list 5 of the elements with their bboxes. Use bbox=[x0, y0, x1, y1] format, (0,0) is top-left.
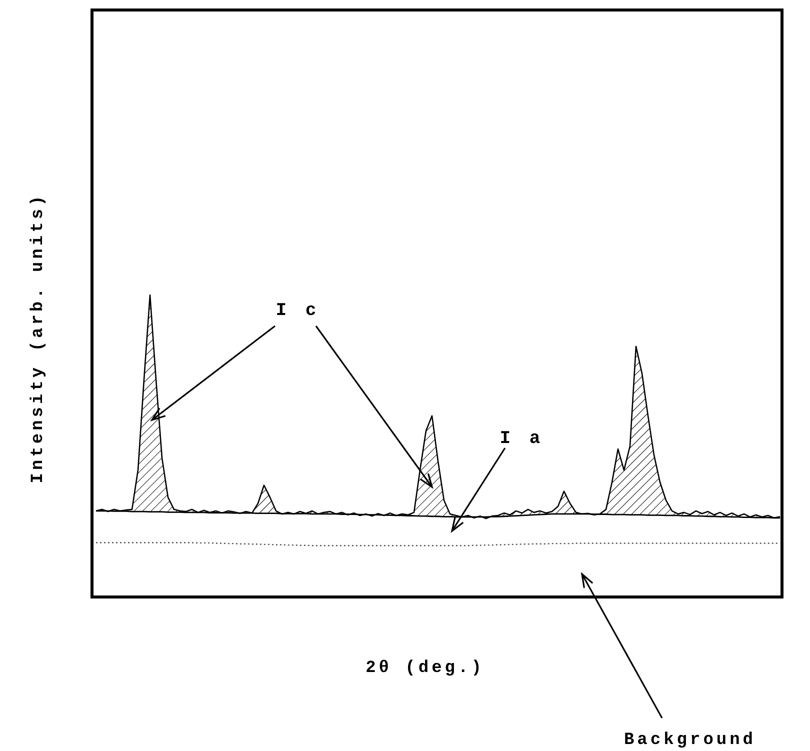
annotation: I a bbox=[500, 429, 544, 449]
annotation: I c bbox=[276, 301, 320, 321]
x-axis-title: 2θ (deg.) bbox=[366, 659, 484, 678]
y-axis-title: Intensity (arb. units) bbox=[29, 192, 48, 484]
text: Background bbox=[624, 731, 756, 750]
